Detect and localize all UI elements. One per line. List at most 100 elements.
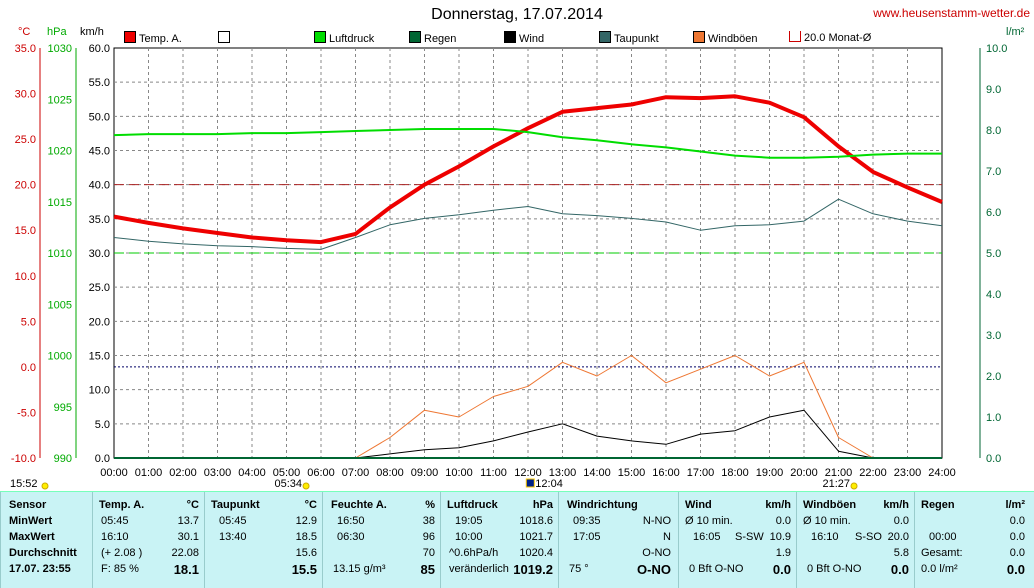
humidity-avg: 70 — [422, 547, 435, 559]
temp-tick-label: -5.0 — [17, 407, 36, 419]
temp-tick-label: 30.0 — [15, 89, 36, 101]
time-tick-label: 19:00 — [756, 467, 784, 479]
rain-tick-label: 2.0 — [986, 371, 1001, 383]
chart-area: 00:00 01:00 02:00 03:00 04:00 05:00 06:00 07:00… — [10, 43, 1007, 490]
temp-tick-label: 0.0 — [21, 362, 36, 374]
rain-total: 0.0 — [1009, 547, 1025, 559]
wind-tick-label: 35.0 — [89, 214, 110, 226]
time-tick-label: 12:00 — [514, 467, 542, 479]
rain-current-note: 0.0 l/m² — [921, 563, 958, 575]
col-pressure: Luftdruck hPa 19:05 1018.6 10:00 1021.7 … — [440, 492, 559, 588]
temp-avg-note: (+ 2.08 ) — [101, 547, 143, 559]
gust-max: 20.0 — [887, 531, 909, 543]
dew-header: Taupunkt — [211, 499, 260, 511]
rain-tick-label: 8.0 — [986, 125, 1001, 137]
time-tick-label: 22:00 — [859, 467, 887, 479]
legend-swatch-icon — [504, 31, 516, 43]
humidity-unit: % — [425, 499, 435, 511]
pressure-tick-label: 1025 — [48, 94, 72, 106]
legend-item-0: Temp. A. — [124, 31, 182, 45]
rain-tick-label: 10.0 — [986, 43, 1007, 55]
wind-current-note: 0 Bft O-NO — [689, 563, 744, 575]
time-tick-label: 02:00 — [169, 467, 197, 479]
col-rain: Regen l/m² 00:00 0.0 0.0 Gesamt: 0.0 0.0… — [914, 492, 1034, 588]
humidity-min-time: 16:50 — [337, 515, 365, 527]
row-min: MinWert — [9, 515, 53, 527]
sunset-marker-time: 21:27 — [822, 478, 850, 490]
pressure-tick-label: 995 — [54, 402, 72, 414]
humidity-current: 85 — [420, 562, 435, 577]
gust-unit: km/h — [883, 499, 909, 511]
sunrise-marker-time: 05:34 — [275, 478, 303, 490]
wind-max: 10.9 — [769, 531, 791, 543]
gust-min-note: Ø 10 min. — [803, 515, 851, 527]
temp-tick-label: 10.0 — [15, 271, 36, 283]
time-tick-label: 18:00 — [721, 467, 749, 479]
series-line — [113, 128, 942, 159]
rain-tick-label: 0.0 — [986, 453, 1001, 465]
series-line — [113, 198, 943, 250]
chart-title: Donnerstag, 17.07.2014 — [431, 6, 603, 23]
dew-max: 18.5 — [295, 531, 317, 543]
legend-item-1 — [218, 31, 233, 45]
col-dew: Taupunkt °C 05:45 12.9 13:40 18.5 15.6 1… — [204, 492, 323, 588]
col-direction: Windrichtung 09:35 N-NO 17:05 N O-NO 75 … — [558, 492, 679, 588]
dew-current: 15.5 — [291, 562, 317, 577]
temp-tick-label: 5.0 — [21, 316, 36, 328]
direction-avg: O-NO — [642, 547, 671, 559]
time-tick-label: 07:00 — [342, 467, 370, 479]
rain-unit-cell: l/m² — [1005, 499, 1025, 511]
rain-unit: l/m² — [1006, 26, 1025, 38]
time-tick-label: 01:00 — [135, 467, 163, 479]
gust-header: Windböen — [803, 499, 857, 511]
temp-current-note: F: 85 % — [101, 563, 139, 575]
time-tick-label: 20:00 — [790, 467, 818, 479]
legend-item-4: Wind — [504, 31, 544, 45]
noon-time: 12:04 — [535, 478, 563, 490]
sunrise-marker-icon — [302, 482, 310, 490]
pressure-max-time: 10:00 — [455, 531, 483, 543]
legend-swatch-icon — [409, 31, 421, 43]
site-url[interactable]: www.heusenstamm-wetter.de — [873, 6, 1030, 20]
sunset-marker-icon — [850, 482, 858, 490]
legend-item-6: Windböen — [693, 31, 758, 45]
pressure-tick-label: 990 — [54, 453, 72, 465]
time-tick-label: 24:00 — [928, 467, 956, 479]
left-sun-icon — [41, 482, 49, 490]
row-max: MaxWert — [9, 531, 55, 543]
legend-item-3: Regen — [409, 31, 456, 45]
humidity-max: 96 — [422, 531, 435, 543]
legend-item-7: 20.0 Monat-Ø — [789, 31, 871, 44]
time-tick-label: 17:00 — [687, 467, 715, 479]
wind-tick-label: 25.0 — [89, 282, 110, 294]
rain-tick-label: 4.0 — [986, 289, 1001, 301]
pressure-tick-label: 1030 — [48, 43, 72, 55]
left-time: 15:52 — [10, 478, 38, 490]
wind-unit: km/h — [80, 26, 104, 38]
temp-tick-label: -10.0 — [11, 453, 36, 465]
pressure-unit-cell: hPa — [532, 499, 553, 511]
wind-tick-label: 45.0 — [89, 146, 110, 158]
wind-tick-label: 40.0 — [89, 180, 110, 192]
legend-label: Windböen — [708, 33, 758, 45]
pressure-avg: 1020.4 — [519, 547, 553, 559]
pressure-header: Luftdruck — [447, 499, 498, 511]
legend-swatch-icon — [693, 31, 705, 43]
pressure-unit: hPa — [47, 26, 67, 38]
time-tick-label: 13:00 — [549, 467, 577, 479]
temp-tick-label: 25.0 — [15, 134, 36, 146]
rain-header: Regen — [921, 499, 955, 511]
wind-header: Wind — [685, 499, 712, 511]
rain-max: 0.0 — [1009, 531, 1025, 543]
time-tick-label: 11:00 — [480, 467, 507, 479]
direction-min-time: 09:35 — [573, 515, 601, 527]
time-tick-label: 14:00 — [583, 467, 611, 479]
dew-avg: 15.6 — [295, 547, 317, 559]
sensor-header: Sensor — [9, 499, 47, 511]
direction-min: N-NO — [642, 515, 671, 527]
legend-label: Luftdruck — [329, 33, 375, 45]
temp-tick-label: 20.0 — [15, 180, 36, 192]
humidity-max-time: 06:30 — [337, 531, 365, 543]
pressure-tick-label: 1015 — [48, 197, 72, 209]
legend-swatch-icon — [599, 31, 611, 43]
